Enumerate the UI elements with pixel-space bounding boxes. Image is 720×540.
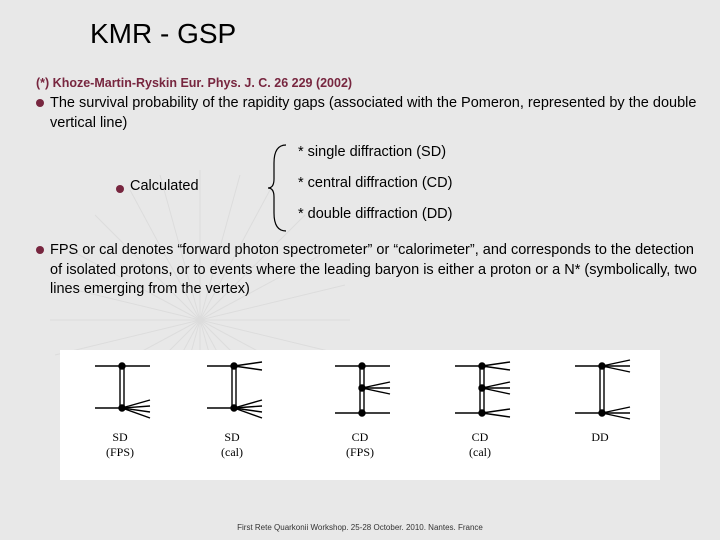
reference-citation: (*) Khoze-Martin-Ryskin Eur. Phys. J. C.…	[0, 50, 720, 90]
diagram-label: CD(FPS)	[330, 430, 390, 460]
calculated-label-row: Calculated	[116, 177, 199, 197]
diagram-label: SD(FPS)	[90, 430, 150, 460]
bullet-dot-icon	[36, 99, 44, 107]
calculated-label: Calculated	[130, 177, 199, 197]
diagram-cd-fps	[330, 358, 400, 433]
diagram-dd	[570, 358, 640, 433]
bullet-item-1: The survival probability of the rapidity…	[0, 90, 720, 133]
slide-footer: First Rete Quarkonii Workshop. 25-28 Oct…	[0, 523, 720, 532]
bullet-item-2: FPS or cal denotes “forward photon spect…	[0, 233, 720, 300]
diagram-label: CD(cal)	[450, 430, 510, 460]
diff-cd: * central diffraction (CD)	[298, 174, 452, 193]
diff-dd: * double diffraction (DD)	[298, 205, 452, 224]
diagram-sd-fps	[90, 358, 160, 433]
calculated-block: Calculated * single diffraction (SD) * c…	[0, 143, 720, 233]
feynman-diagrams-panel: SD(FPS) SD(cal) CD(FPS)	[60, 350, 660, 480]
slide-title: KMR - GSP	[0, 0, 720, 50]
bullet-text: FPS or cal denotes “forward photon spect…	[50, 241, 700, 300]
diagram-label: SD(cal)	[202, 430, 262, 460]
brace-icon	[266, 143, 292, 233]
diffraction-list: * single diffraction (SD) * central diff…	[298, 143, 452, 236]
bullet-dot-icon	[116, 185, 124, 193]
diagram-label: DD	[570, 430, 630, 445]
diagram-cd-cal	[450, 358, 520, 433]
diff-sd: * single diffraction (SD)	[298, 143, 452, 162]
bullet-text: The survival probability of the rapidity…	[50, 94, 700, 133]
bullet-dot-icon	[36, 246, 44, 254]
diagram-sd-cal	[202, 358, 272, 433]
